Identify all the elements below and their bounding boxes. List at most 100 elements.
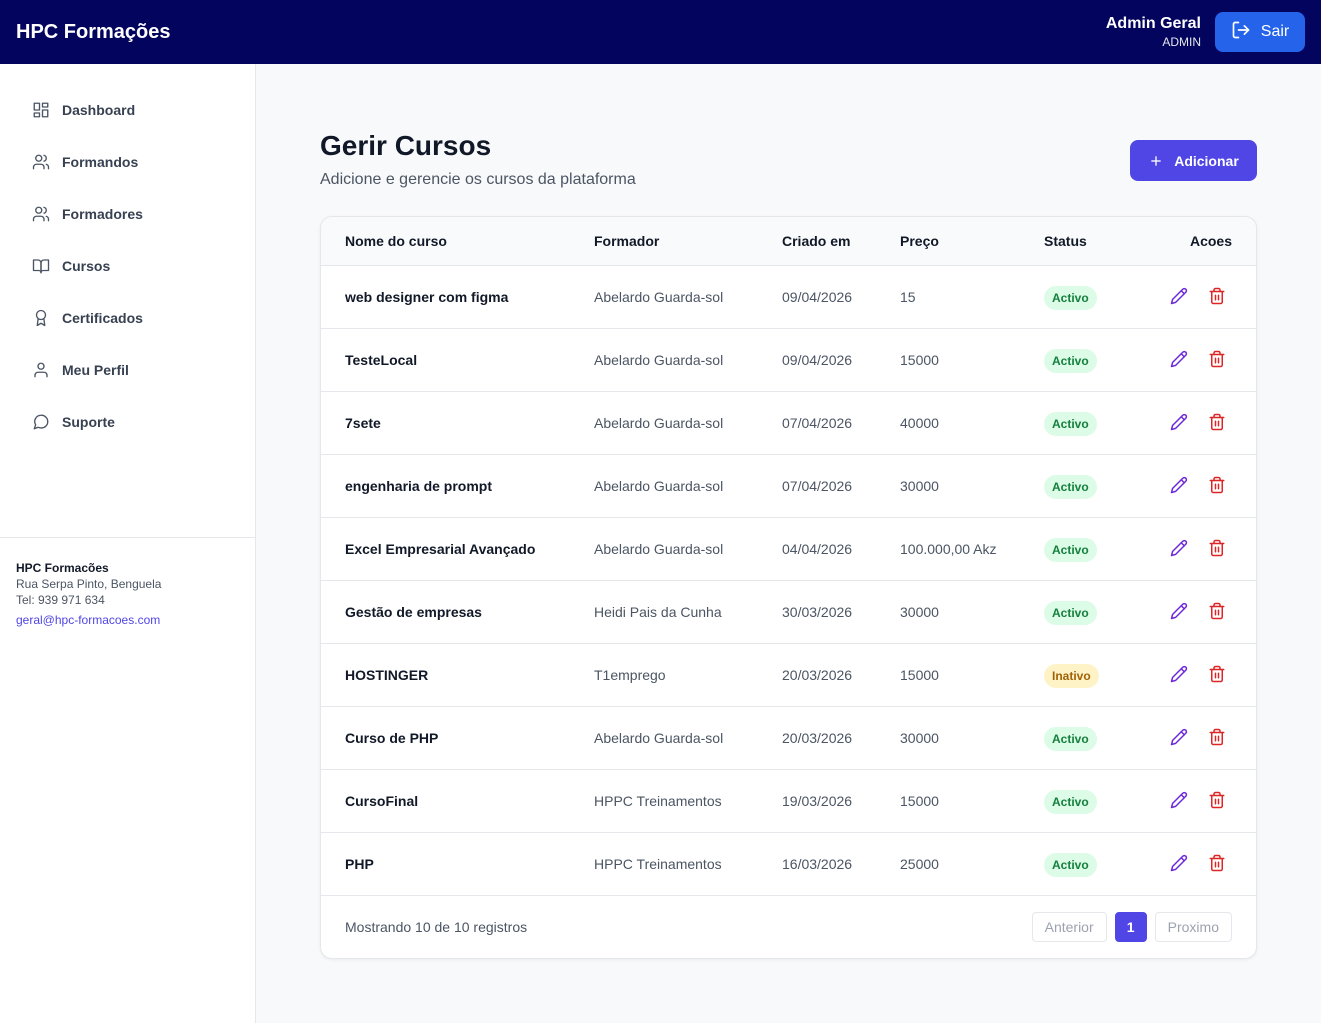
- course-name: PHP: [345, 856, 374, 872]
- table-row: web designer com figma Abelardo Guarda-so…: [321, 266, 1256, 329]
- trash-icon[interactable]: [1208, 728, 1226, 751]
- column-header-price: Preço: [900, 233, 939, 249]
- sidebar-item-suporte[interactable]: Suporte: [0, 396, 255, 448]
- records-count: Mostrando 10 de 10 registros: [345, 919, 528, 935]
- sidebar-item-formandos[interactable]: Formandos: [0, 136, 255, 188]
- edit-icon[interactable]: [1170, 854, 1188, 877]
- trash-icon[interactable]: [1208, 602, 1226, 625]
- course-trainer: Abelardo Guarda-sol: [594, 415, 724, 431]
- course-status: Activo: [1044, 707, 1097, 769]
- table-row: Excel Empresarial Avançado Abelardo Guard…: [321, 518, 1256, 581]
- course-trainer: Abelardo Guarda-sol: [594, 541, 724, 557]
- column-header-status: Status: [1044, 233, 1087, 249]
- table-row: 7sete Abelardo Guarda-sol 07/04/2026 40000 A…: [321, 392, 1256, 455]
- user-area: Admin Geral ADMIN Sair: [1106, 12, 1305, 52]
- course-created: 04/04/2026: [782, 541, 853, 557]
- sidebar-item-formadores[interactable]: Formadores: [0, 188, 255, 240]
- sidebar-item-label: Cursos: [62, 258, 111, 274]
- edit-icon[interactable]: [1170, 665, 1188, 688]
- row-actions: [1170, 854, 1226, 877]
- table-row: TesteLocal Abelardo Guarda-sol 09/04/2026 1…: [321, 329, 1256, 392]
- course-price: 15000: [900, 352, 939, 368]
- table-row: PHP HPPC Treinamentos 16/03/2026 25000 Activ…: [321, 833, 1256, 896]
- award-icon: [35, 309, 47, 327]
- column-header-trainer: Formador: [594, 233, 660, 249]
- course-trainer: HPPC Treinamentos: [594, 793, 722, 809]
- course-created: 20/03/2026: [782, 730, 853, 746]
- trash-icon[interactable]: [1208, 476, 1226, 499]
- row-actions: [1170, 287, 1226, 310]
- trash-icon[interactable]: [1208, 539, 1226, 562]
- table-body: web designer com figma Abelardo Guarda-so…: [321, 266, 1256, 896]
- prev-page-button[interactable]: Anterior: [1031, 912, 1107, 942]
- course-name: TesteLocal: [345, 352, 418, 368]
- course-price: 15: [900, 289, 916, 305]
- table-header: Nome do curso Formador Criado em Preço S…: [321, 217, 1256, 266]
- plus-icon: [1151, 155, 1161, 166]
- sidebar-nav: Dashboard Formandos Formadores Cursos Ce…: [0, 64, 255, 448]
- edit-icon[interactable]: [1170, 413, 1188, 436]
- chat-icon: [33, 414, 49, 430]
- users-icon: [32, 154, 50, 170]
- edit-icon[interactable]: [1170, 476, 1188, 499]
- sidebar-item-meu-perfil[interactable]: Meu Perfil: [0, 344, 255, 396]
- logout-button[interactable]: Sair: [1215, 12, 1305, 52]
- status-badge: Activo: [1044, 286, 1097, 311]
- course-status: Activo: [1044, 770, 1097, 832]
- trash-icon[interactable]: [1208, 413, 1226, 436]
- trash-icon[interactable]: [1208, 665, 1226, 688]
- course-trainer: Heidi Pais da Cunha: [594, 604, 722, 620]
- trash-icon[interactable]: [1208, 287, 1226, 310]
- trash-icon[interactable]: [1208, 791, 1226, 814]
- course-trainer: Abelardo Guarda-sol: [594, 352, 724, 368]
- status-badge: Inativo: [1044, 664, 1099, 689]
- table-row: engenharia de prompt Abelardo Guarda-sol 0…: [321, 455, 1256, 518]
- course-status: Activo: [1044, 329, 1097, 391]
- course-name: HOSTINGER: [345, 667, 429, 683]
- status-badge: Activo: [1044, 412, 1097, 437]
- edit-icon[interactable]: [1170, 539, 1188, 562]
- sidebar-item-dashboard[interactable]: Dashboard: [0, 84, 255, 136]
- course-name: Curso de PHP: [345, 730, 439, 746]
- row-actions: [1170, 350, 1226, 373]
- company-email[interactable]: geral@hpc-formacoes.com: [16, 613, 161, 627]
- course-created: 20/03/2026: [782, 667, 853, 683]
- logout-icon: [1231, 20, 1251, 45]
- trash-icon[interactable]: [1208, 854, 1226, 877]
- sidebar-item-certificados[interactable]: Certificados: [0, 292, 255, 344]
- page-1-button[interactable]: 1: [1114, 912, 1147, 942]
- course-created: 09/04/2026: [782, 289, 853, 305]
- company-name: HPC Formacões: [16, 561, 109, 575]
- sidebar-item-cursos[interactable]: Cursos: [0, 240, 255, 292]
- course-price: 30000: [900, 604, 939, 620]
- page-subtitle: Adicione e gerencie os cursos da platafo…: [320, 171, 636, 188]
- course-status: Activo: [1044, 518, 1097, 580]
- logout-label: Sair: [1260, 23, 1290, 40]
- brand-title: HPC Formações: [16, 20, 171, 43]
- course-status: Activo: [1044, 581, 1097, 643]
- course-price: 100.000,00 Akz: [900, 541, 997, 557]
- course-price: 15000: [900, 667, 939, 683]
- table-footer: Mostrando 10 de 10 registros Anterior 1 …: [321, 896, 1256, 958]
- course-status: Inativo: [1044, 644, 1099, 706]
- company-address: Rua Serpa Pinto, Benguela: [16, 577, 162, 591]
- book-icon: [32, 259, 50, 274]
- column-header-name: Nome do curso: [345, 233, 447, 249]
- course-created: 07/04/2026: [782, 415, 853, 431]
- dashboard-icon: [33, 102, 49, 118]
- course-name: Excel Empresarial Avançado: [345, 541, 536, 557]
- users-icon: [32, 206, 50, 222]
- sidebar-item-label: Dashboard: [62, 102, 136, 118]
- trash-icon[interactable]: [1208, 350, 1226, 373]
- add-course-button[interactable]: Adicionar: [1130, 140, 1257, 181]
- next-page-button[interactable]: Proximo: [1154, 912, 1232, 942]
- row-actions: [1170, 791, 1226, 814]
- edit-icon[interactable]: [1170, 350, 1188, 373]
- course-price: 30000: [900, 478, 939, 494]
- edit-icon[interactable]: [1170, 791, 1188, 814]
- edit-icon[interactable]: [1170, 287, 1188, 310]
- edit-icon[interactable]: [1170, 728, 1188, 751]
- sidebar-item-label: Formandos: [62, 154, 139, 170]
- add-course-label: Adicionar: [1174, 152, 1239, 169]
- edit-icon[interactable]: [1170, 602, 1188, 625]
